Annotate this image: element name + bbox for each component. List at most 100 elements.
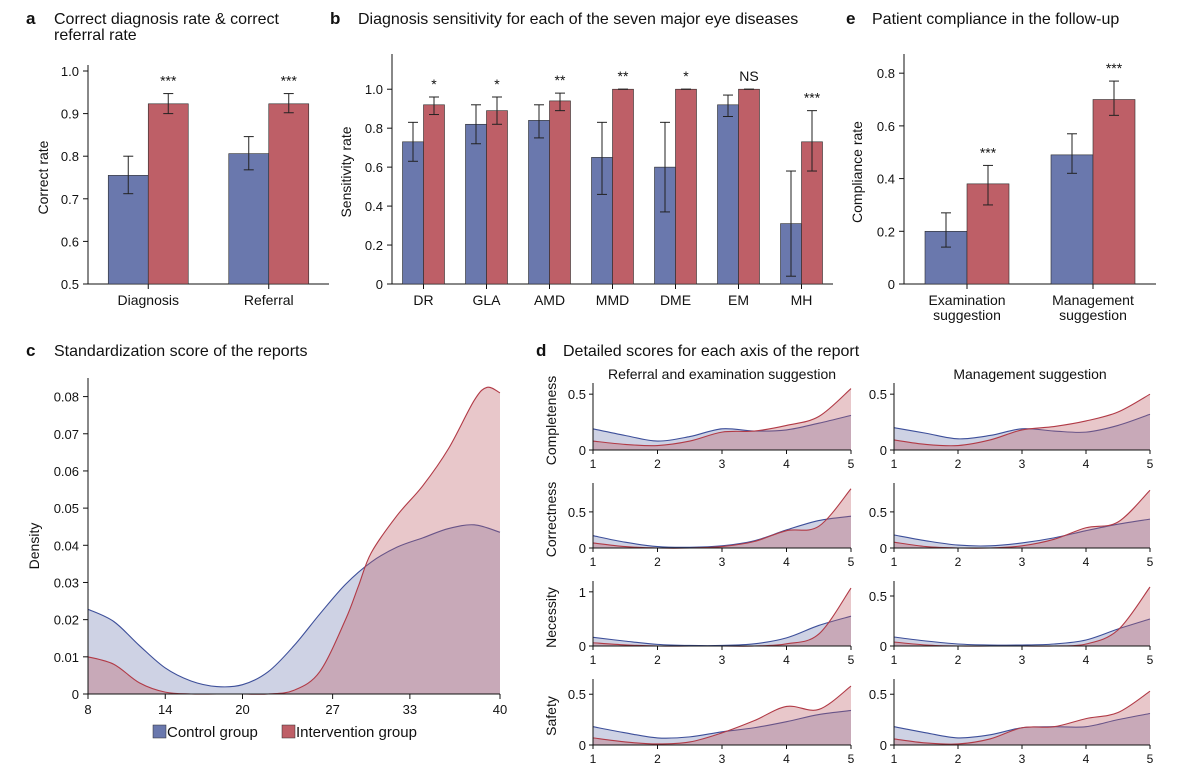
y-axis-label: Density <box>26 523 42 570</box>
panel-d: d Detailed scores for each axis of the re… <box>536 341 1154 766</box>
panel-c: c Standardization score of the reports Den… <box>26 341 507 741</box>
row-label: Completeness <box>543 376 559 466</box>
x-tick-label: 5 <box>848 555 855 569</box>
y-tick-label: 0.5 <box>869 589 887 604</box>
subplot: 0 0.5 1 2 3 4 5 <box>869 581 1154 667</box>
significance-label: *** <box>160 73 177 89</box>
y-tick-label: 0 <box>579 639 586 654</box>
x-tick-label: 1 <box>590 752 597 766</box>
x-tick-label: 1 <box>590 555 597 569</box>
y-tick-label: 0 <box>880 639 887 654</box>
y-tick-label: 0.5 <box>568 505 586 520</box>
control-density-area <box>593 710 851 745</box>
intervention-density-area <box>593 588 851 647</box>
x-tick-label: 5 <box>848 653 855 667</box>
y-tick-label: 0 <box>880 541 887 556</box>
x-tick-label: 27 <box>325 702 339 717</box>
bar-intervention <box>612 88 634 285</box>
y-tick-label: 0.2 <box>365 238 383 253</box>
x-tick-label: MMD <box>596 292 629 308</box>
x-tick-label: EM <box>728 292 749 308</box>
control-density-line <box>893 518 1151 547</box>
intervention-density-area <box>88 387 500 695</box>
significance-label: NS <box>739 68 758 84</box>
x-tick-label: 1 <box>891 752 898 766</box>
x-tick-label: DME <box>660 292 691 308</box>
control-density-area <box>88 524 500 694</box>
x-tick-label: MH <box>791 292 813 308</box>
panel-a: a Correct diagnosis rate & correctreferra… <box>26 9 329 308</box>
x-tick-label: 2 <box>654 653 661 667</box>
intervention-density-area <box>593 388 851 450</box>
y-tick-label: 0.5 <box>869 687 887 702</box>
panel-label: d <box>536 341 546 360</box>
y-tick-label: 0.5 <box>869 505 887 520</box>
chart-title: Detailed scores for each axis of the rep… <box>563 343 860 360</box>
x-tick-label: 2 <box>955 555 962 569</box>
bar-intervention <box>486 110 508 285</box>
panel-e: e Patient compliance in the follow-up Comp… <box>846 9 1156 323</box>
x-tick-label: 1 <box>590 653 597 667</box>
column-title: Referral and examination suggestion <box>608 366 836 382</box>
y-tick-label: 0.2 <box>877 224 895 239</box>
control-density-area <box>593 516 851 548</box>
control-density-line <box>592 515 852 548</box>
x-tick-label: 1 <box>891 653 898 667</box>
x-tick-label: 14 <box>158 702 172 717</box>
column-title: Management suggestion <box>953 366 1106 382</box>
y-tick-label: 0 <box>880 443 887 458</box>
control-density-line <box>893 413 1151 440</box>
y-tick-label: 0.02 <box>54 613 79 628</box>
y-tick-label: 0 <box>579 541 586 556</box>
x-tick-label: 3 <box>719 457 726 471</box>
x-tick-label: 5 <box>848 457 855 471</box>
bar-control <box>528 120 550 285</box>
intervention-density-line <box>592 388 852 447</box>
subplot: 0 0.5 1 2 3 4 5 <box>568 483 855 569</box>
x-tick-label: 5 <box>1147 752 1154 766</box>
panel-label: b <box>330 9 340 28</box>
significance-label: ** <box>555 72 566 88</box>
y-tick-label: 0.8 <box>877 66 895 81</box>
x-tick-label: 1 <box>891 457 898 471</box>
significance-label: * <box>683 68 689 84</box>
y-tick-label: 1.0 <box>61 64 79 79</box>
x-tick-label: 1 <box>590 457 597 471</box>
legend-swatch-intervention <box>281 724 296 739</box>
x-tick-label: 4 <box>1083 653 1090 667</box>
intervention-density-line <box>87 386 501 695</box>
y-tick-label: 1.0 <box>365 82 383 97</box>
control-density-area <box>894 414 1150 450</box>
control-density-area <box>593 616 851 646</box>
x-tick-label: 2 <box>955 653 962 667</box>
intervention-density-area <box>593 488 851 549</box>
y-axis-label: Sensitivity rate <box>338 126 354 217</box>
panel-label: a <box>26 9 36 28</box>
y-tick-label: 0.5 <box>61 277 79 292</box>
x-tick-label: 4 <box>783 457 790 471</box>
significance-label: *** <box>804 90 821 106</box>
x-tick-label: DR <box>413 292 433 308</box>
y-axis-label: Compliance rate <box>849 121 865 223</box>
bar-intervention <box>738 88 760 285</box>
x-tick-label: 4 <box>783 653 790 667</box>
x-tick-label: 4 <box>1083 555 1090 569</box>
subplot: 0 0.5 1 2 3 4 5 <box>869 679 1154 766</box>
x-tick-label: Examination <box>928 292 1005 308</box>
y-tick-label: 0 <box>888 277 895 292</box>
x-tick-label: 3 <box>719 653 726 667</box>
y-tick-label: 0.8 <box>61 149 79 164</box>
y-tick-label: 0.08 <box>54 390 79 405</box>
intervention-density-line <box>893 690 1151 745</box>
chart-title: Correct diagnosis rate & correct <box>54 11 280 28</box>
x-tick-label: 20 <box>235 702 249 717</box>
x-tick-label: 2 <box>955 457 962 471</box>
y-tick-label: 0.07 <box>54 427 79 442</box>
y-tick-label: 0.5 <box>568 387 586 402</box>
x-tick-label: suggestion <box>933 307 1001 323</box>
bar-control <box>717 104 739 285</box>
bar-intervention <box>675 88 697 285</box>
x-tick-label: 2 <box>654 752 661 766</box>
bar-intervention <box>1092 99 1136 285</box>
